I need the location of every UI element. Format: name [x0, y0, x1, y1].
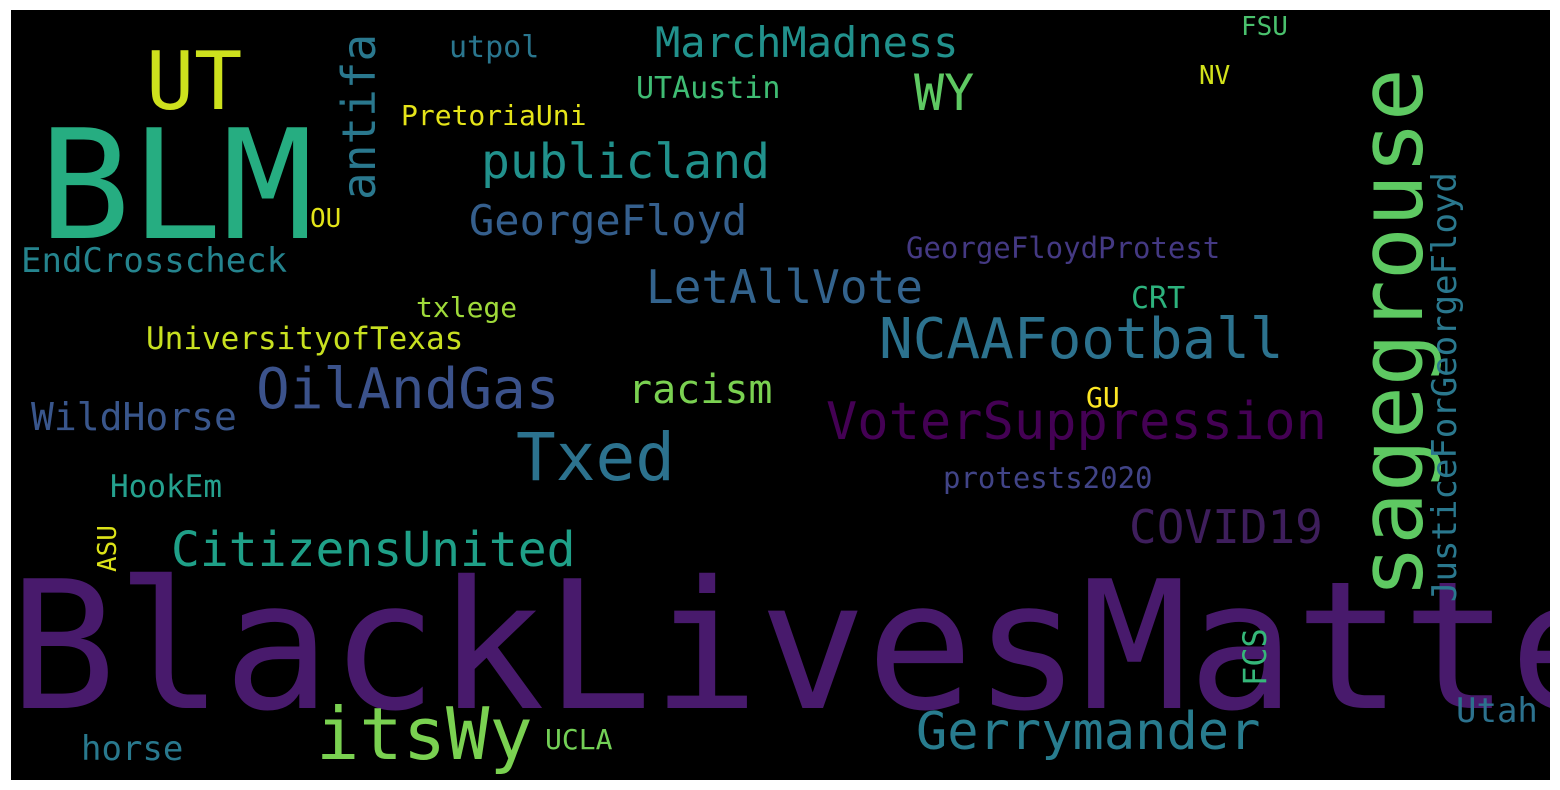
- word-wy: WY: [914, 64, 975, 122]
- word-fsu: FSU: [1241, 12, 1288, 42]
- word-universityoftexas: UniversityofTexas: [146, 321, 464, 357]
- word-pretoriauni: PretoriaUni: [401, 99, 587, 132]
- word-gu: GU: [1086, 381, 1120, 414]
- word-blm: BLM: [39, 97, 314, 274]
- word-racism: racism: [628, 367, 773, 413]
- word-fcs: FCS: [1236, 628, 1274, 686]
- word-txlege: txlege: [416, 291, 518, 324]
- word-votersuppression: VoterSuppression: [826, 392, 1327, 452]
- word-marchmadness: MarchMadness: [655, 18, 959, 67]
- word-letallvote: LetAllVote: [646, 260, 923, 314]
- word-itswy: itsWy: [316, 692, 533, 776]
- word-antifa: antifa: [332, 33, 386, 200]
- word-horse: horse: [81, 729, 184, 769]
- word-protests2020: protests2020: [943, 461, 1153, 495]
- word-blacklivesmatter: BlackLivesMatter: [11, 543, 1550, 750]
- word-ut: UT: [146, 35, 243, 128]
- word-georgefloydprotest: GeorgeFloydProtest: [906, 231, 1221, 265]
- word-gerrymander: Gerrymander: [916, 702, 1261, 762]
- word-oilandgas: OilAndGas: [256, 357, 560, 422]
- word-utah: Utah: [1456, 691, 1538, 731]
- word-ou: OU: [310, 204, 342, 234]
- word-nv: NV: [1199, 61, 1231, 91]
- word-wildhorse: WildHorse: [31, 395, 237, 439]
- word-endcrosscheck: EndCrosscheck: [21, 241, 288, 281]
- word-txed: Txed: [516, 419, 675, 496]
- word-citizensunited: CitizensUnited: [171, 522, 576, 578]
- word-cloud: BlackLivesMatter BLM sagegrouse UT itsWy…: [11, 10, 1550, 780]
- word-ncaafootball: NCAAFootball: [879, 307, 1284, 372]
- word-sagegrouse: sagegrouse: [1340, 68, 1443, 598]
- word-utpol: utpol: [449, 30, 540, 65]
- word-hookem: HookEm: [110, 469, 222, 505]
- word-crt: CRT: [1131, 281, 1186, 316]
- word-justiceforgeorgefloyd: JusticeForGeorgeFloyd: [1425, 172, 1465, 602]
- word-asu: ASU: [93, 525, 123, 572]
- word-ucla: UCLA: [545, 723, 613, 756]
- word-publicland: publicland: [481, 134, 770, 190]
- word-utaustin: UTAustin: [636, 71, 781, 106]
- word-georgefloyd: GeorgeFloyd: [469, 196, 748, 245]
- word-covid19: COVID19: [1129, 500, 1323, 554]
